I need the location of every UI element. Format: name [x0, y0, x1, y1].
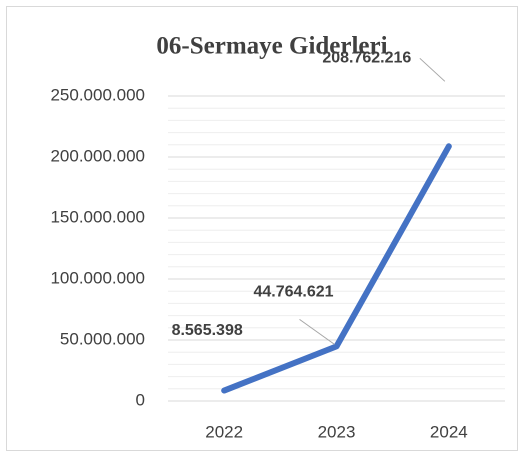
y-tick-label: 50.000.000	[60, 329, 145, 348]
leader-line	[419, 57, 446, 82]
chart-title: 06-Sermaye Giderleri	[156, 33, 387, 60]
leader-line	[299, 318, 335, 345]
y-tick-label: 250.000.000	[50, 85, 145, 104]
data-label: 208.762.216	[322, 50, 411, 67]
y-tick-label: 100.000.000	[50, 268, 145, 287]
x-tick-label: 2023	[318, 422, 356, 441]
y-tick-label: 150.000.000	[50, 207, 145, 226]
x-tick-label: 2024	[430, 422, 468, 441]
chart-border	[6, 6, 518, 451]
data-label: 8.565.398	[172, 322, 243, 339]
y-tick-label: 200.000.000	[50, 146, 145, 165]
line-series	[221, 143, 452, 394]
y-tick-label: 0	[136, 390, 145, 409]
x-tick-label: 2022	[205, 422, 243, 441]
data-label: 44.764.621	[253, 284, 333, 301]
